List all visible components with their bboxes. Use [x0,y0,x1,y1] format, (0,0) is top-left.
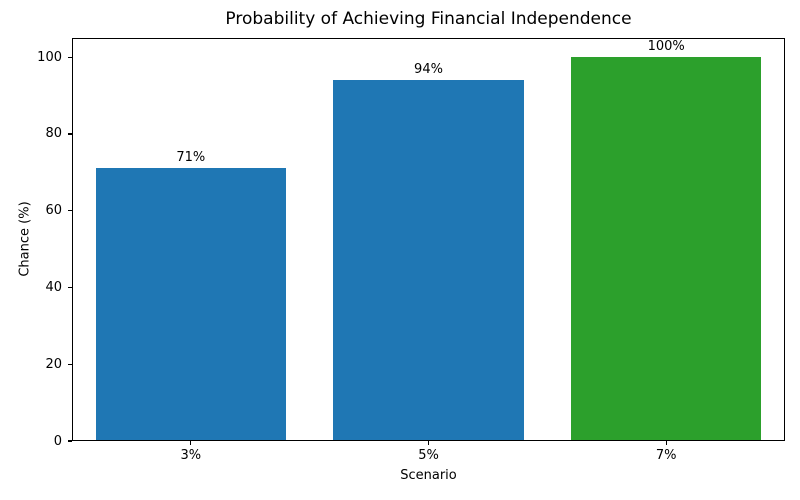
chart-title: Probability of Achieving Financial Indep… [225,9,632,29]
x-tick-mark [427,441,430,445]
bar [95,168,286,441]
y-tick-mark [68,56,72,58]
x-tick-label: 7% [655,448,677,463]
y-tick-label: 20 [45,356,62,372]
y-tick-label: 40 [45,279,62,295]
bar-value-label: 100% [647,39,685,55]
y-tick-label: 100 [37,49,62,65]
y-tick-mark [68,210,72,212]
y-tick-label: 0 [53,433,62,449]
y-tick-mark [68,363,72,365]
y-tick-label: 80 [45,126,62,142]
y-tick-label: 60 [45,203,62,219]
bar-value-label: 71% [176,150,206,166]
bar-value-label: 94% [414,62,443,78]
y-axis-label: Chance (%) [17,201,33,277]
bar [571,57,762,441]
x-tick-mark [190,441,192,445]
x-axis-label: Scenario [400,468,457,483]
x-tick-label: 5% [418,448,439,463]
x-tick-label: 3% [180,448,202,463]
y-tick-mark [68,440,72,442]
y-tick-mark [68,133,72,135]
y-tick-mark [68,286,72,289]
x-tick-mark [665,441,667,445]
bar [333,80,524,441]
